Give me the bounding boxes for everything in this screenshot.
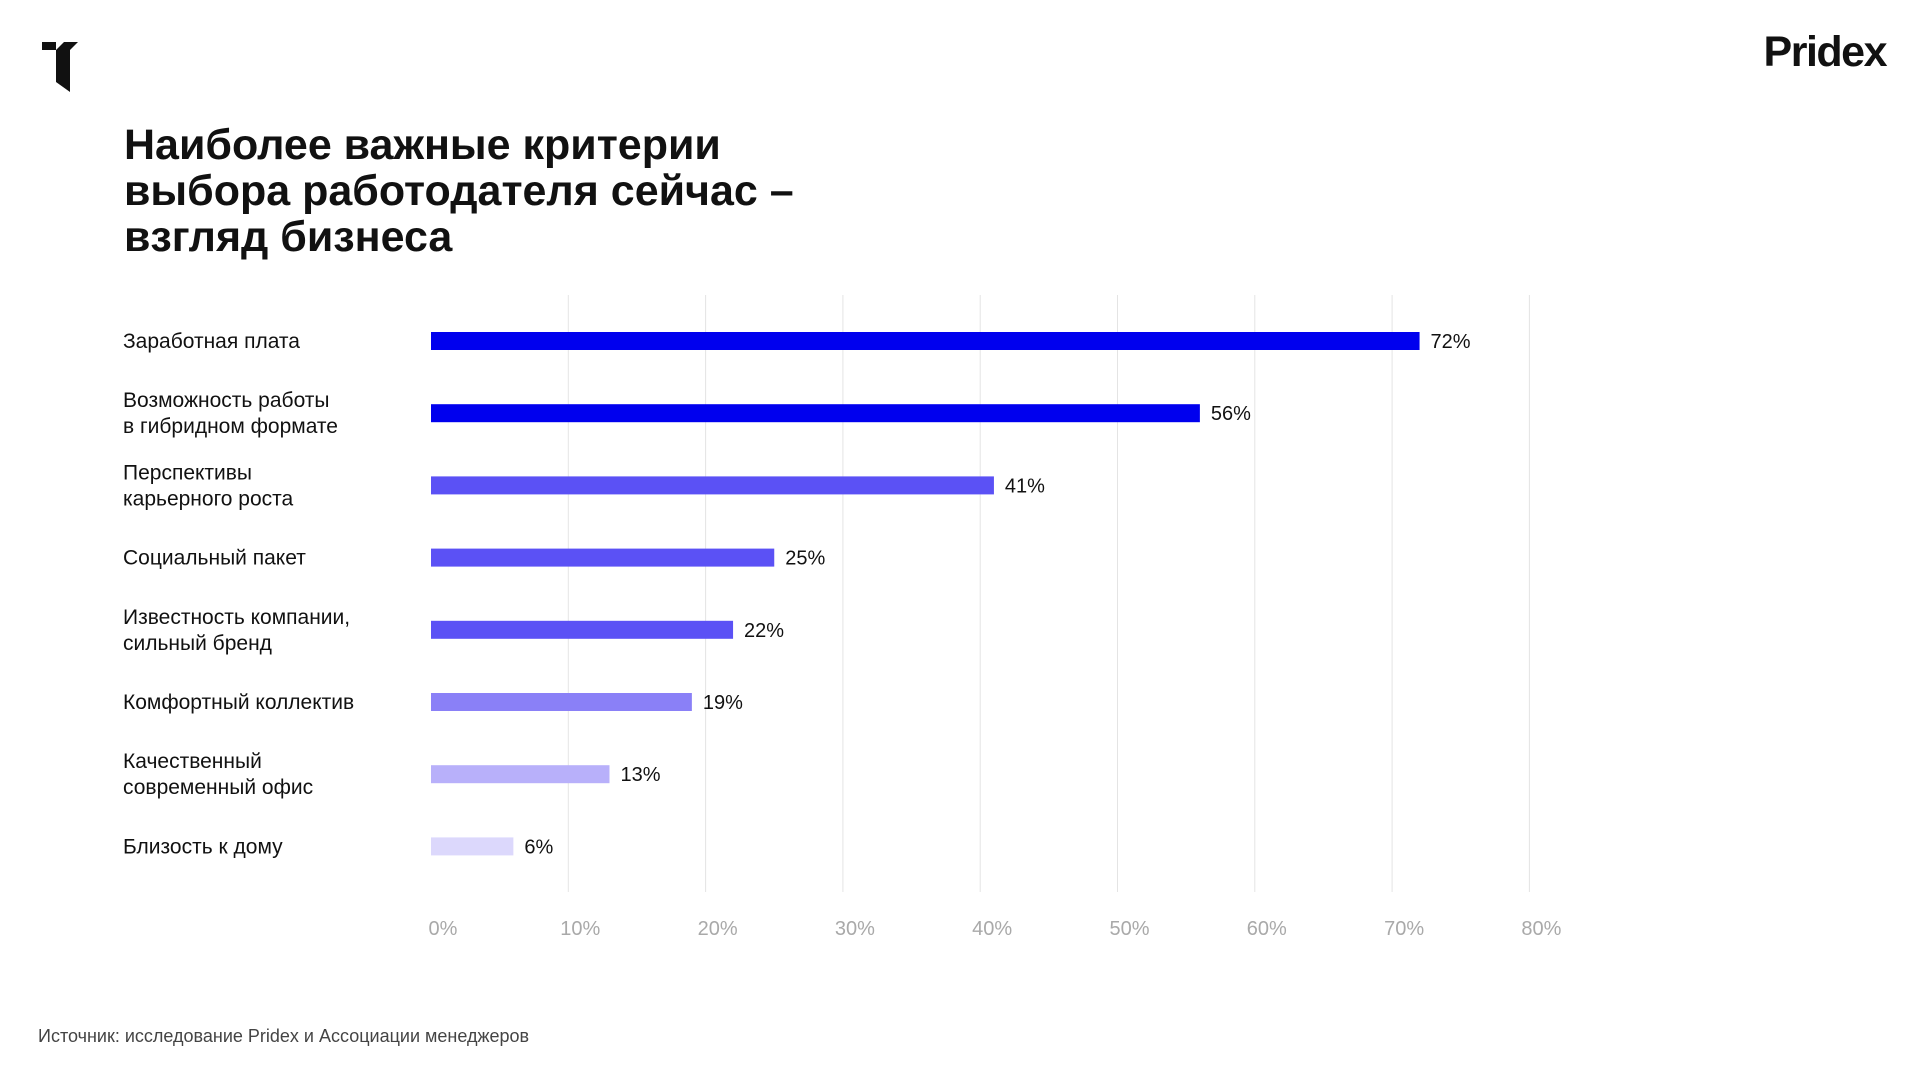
brand-logo: Pridex [1763, 28, 1888, 76]
category-label: Перспективы [123, 461, 252, 484]
x-tick-label: 40% [972, 918, 1012, 940]
bar [431, 620, 734, 639]
value-labels: 72% 56% 41% 25% 22% 19% 13% 6% [524, 331, 1470, 858]
grid-lines [567, 295, 1530, 892]
value-label: 6% [524, 836, 553, 858]
x-tick-label: 10% [560, 918, 600, 940]
x-tick-label: 30% [835, 918, 875, 940]
x-tick-label: 60% [1247, 918, 1287, 940]
category-label: в гибридном формате [123, 415, 338, 438]
bar [431, 693, 692, 711]
source-note: Источник: исследование Pridex и Ассоциац… [38, 1026, 530, 1046]
category-label: Комфортный коллектив [123, 691, 354, 714]
bar [431, 476, 994, 495]
category-label: Заработная плата [123, 330, 300, 353]
category-label: современный офис [123, 776, 313, 799]
x-tick-label: 50% [1109, 918, 1149, 940]
pridex-mark-icon [42, 42, 78, 92]
value-label: 25% [785, 548, 825, 570]
x-tick-label: 80% [1521, 918, 1561, 940]
bar [431, 332, 1420, 350]
category-label: Качественный [123, 750, 262, 773]
bar [431, 404, 1200, 423]
x-tick-label: 0% [429, 918, 458, 940]
value-label: 72% [1431, 331, 1471, 353]
value-label: 56% [1211, 403, 1251, 425]
value-label: 19% [703, 692, 743, 714]
x-tick-label: 70% [1384, 918, 1424, 940]
category-label: карьерного роста [123, 487, 294, 510]
bar [431, 548, 775, 567]
value-label: 13% [620, 764, 660, 786]
category-label: Возможность работы [123, 389, 330, 412]
category-labels: Заработная плата Возможность работы в гибр… [123, 330, 354, 858]
bars [431, 332, 1420, 856]
bar [431, 765, 610, 784]
bar [431, 837, 514, 856]
x-tick-label: 20% [698, 918, 738, 940]
value-label: 22% [744, 620, 784, 642]
category-label: сильный бренд [123, 632, 272, 655]
value-label: 41% [1005, 475, 1045, 497]
x-axis-ticks: 0% 10% 20% 30% 40% 50% 60% 70% 80% [429, 918, 1562, 940]
category-label: Близость к дому [123, 835, 283, 858]
page-title: Наиболее важные критерии выбора работода… [124, 121, 794, 261]
category-label: Социальный пакет [123, 547, 306, 570]
category-label: Известность компании, [123, 606, 350, 629]
